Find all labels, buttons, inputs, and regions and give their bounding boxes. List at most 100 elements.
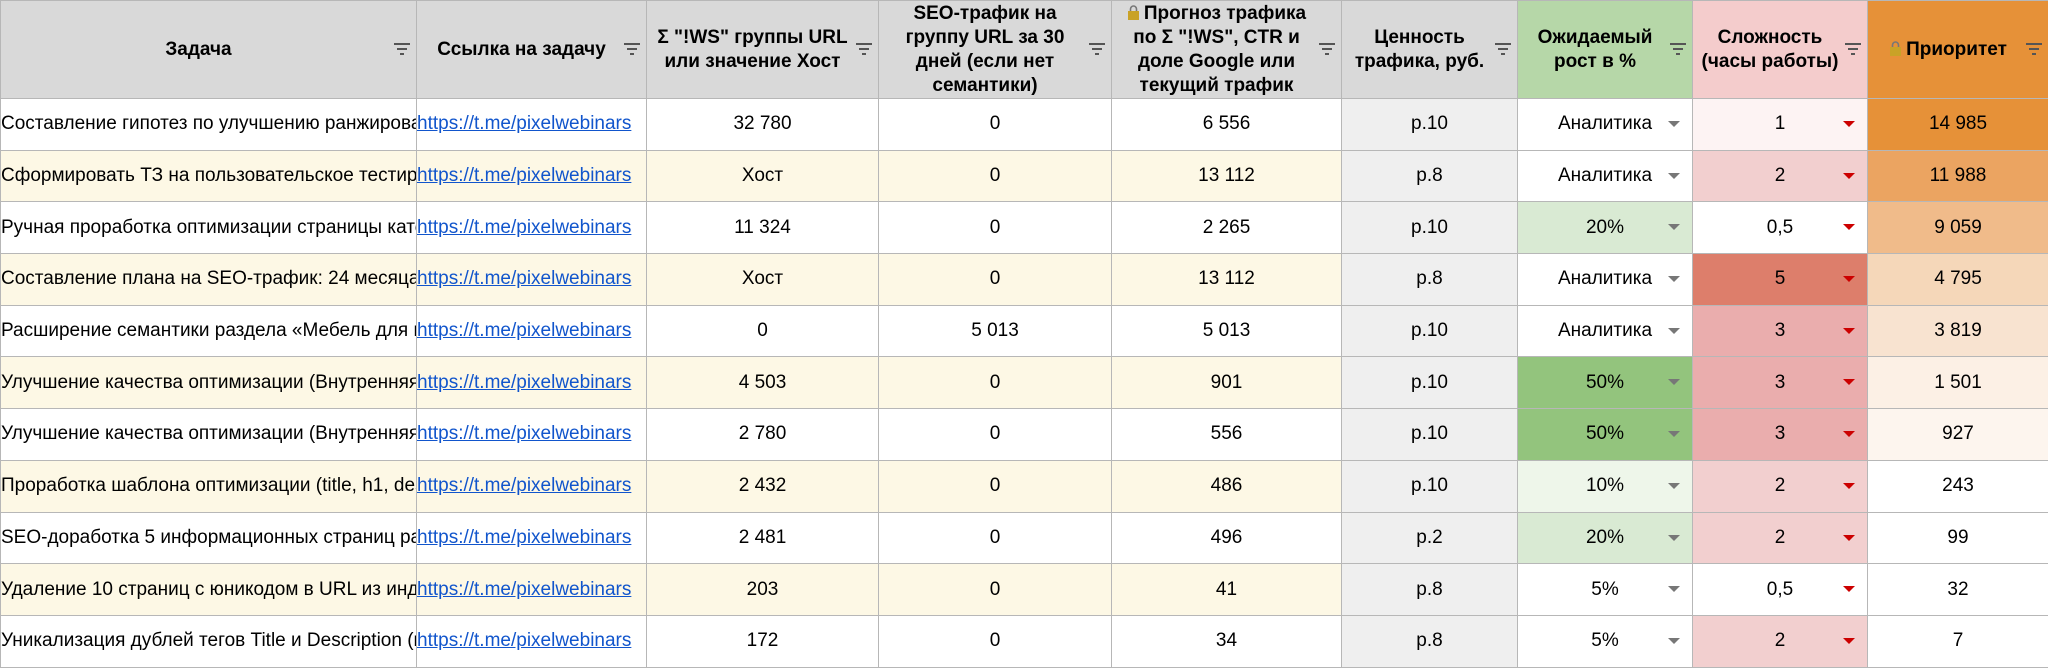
seo-traffic-cell[interactable]: 5 013 [878,304,1112,358]
link-cell[interactable]: https://t.me/pixelwebinars [416,149,647,203]
forecast-cell[interactable]: 5 013 [1111,304,1342,358]
value-cell[interactable]: р.10 [1341,356,1518,410]
seo-traffic-cell[interactable]: 0 [878,614,1112,668]
link-cell[interactable]: https://t.me/pixelwebinars [416,614,647,668]
chevron-down-icon[interactable] [1668,431,1680,438]
seo-traffic-cell[interactable]: 0 [878,459,1112,513]
chevron-down-icon[interactable] [1843,431,1855,438]
expected-dropdown[interactable]: 10% [1517,459,1693,513]
task-cell[interactable]: SEO-доработка 5 информационных страниц р… [0,511,417,565]
forecast-cell[interactable]: 486 [1111,459,1342,513]
filter-icon[interactable] [1495,43,1511,55]
chevron-down-icon[interactable] [1843,482,1855,489]
complexity-dropdown[interactable]: 3 [1692,356,1868,410]
iws-cell[interactable]: 0 [646,304,879,358]
chevron-down-icon[interactable] [1843,327,1855,334]
task-link[interactable]: https://t.me/pixelwebinars [417,165,632,187]
filter-icon[interactable] [2026,43,2042,55]
seo-traffic-cell[interactable]: 0 [878,511,1112,565]
complexity-dropdown[interactable]: 2 [1692,149,1868,203]
chevron-down-icon[interactable] [1843,121,1855,127]
complexity-dropdown[interactable]: 5 [1692,253,1868,306]
chevron-down-icon[interactable] [1668,534,1680,541]
task-cell[interactable]: Проработка шаблона оптимизации (title, h… [0,459,417,513]
chevron-down-icon[interactable] [1843,224,1855,231]
expected-dropdown[interactable]: 20% [1517,201,1693,255]
header-task[interactable]: Задача [0,0,417,99]
task-cell[interactable]: Составление плана на SEO-трафик: 24 меся… [0,253,417,306]
chevron-down-icon[interactable] [1843,276,1855,283]
expected-dropdown[interactable]: 5% [1517,614,1693,668]
iws-cell[interactable]: 4 503 [646,356,879,410]
task-cell[interactable]: Улучшение качества оптимизации (Внутренн… [0,356,417,410]
value-cell[interactable]: р.10 [1341,98,1518,151]
task-cell[interactable]: Ручная проработка оптимизации страницы к… [0,201,417,255]
header-link[interactable]: Ссылка на задачу [416,0,647,99]
header-forecast[interactable]: Прогноз трафика по Σ "!WS", CTR и доле G… [1111,0,1342,99]
iws-cell[interactable]: 11 324 [646,201,879,255]
chevron-down-icon[interactable] [1668,327,1680,334]
complexity-dropdown[interactable]: 2 [1692,459,1868,513]
task-link[interactable]: https://t.me/pixelwebinars [417,423,632,445]
expected-dropdown[interactable]: Аналитика [1517,304,1693,358]
filter-icon[interactable] [1089,43,1105,55]
seo-traffic-cell[interactable]: 0 [878,98,1112,151]
complexity-dropdown[interactable]: 0,5 [1692,563,1868,616]
filter-icon[interactable] [1319,43,1335,55]
seo-traffic-cell[interactable]: 0 [878,149,1112,203]
forecast-cell[interactable]: 496 [1111,511,1342,565]
chevron-down-icon[interactable] [1843,637,1855,644]
task-link[interactable]: https://t.me/pixelwebinars [417,475,632,497]
forecast-cell[interactable]: 901 [1111,356,1342,410]
chevron-down-icon[interactable] [1843,172,1855,179]
value-cell[interactable]: р.10 [1341,304,1518,358]
seo-traffic-cell[interactable]: 0 [878,201,1112,255]
iws-cell[interactable]: 2 780 [646,408,879,461]
chevron-down-icon[interactable] [1668,172,1680,179]
seo-traffic-cell[interactable]: 0 [878,356,1112,410]
link-cell[interactable]: https://t.me/pixelwebinars [416,201,647,255]
link-cell[interactable]: https://t.me/pixelwebinars [416,459,647,513]
chevron-down-icon[interactable] [1843,586,1855,593]
forecast-cell[interactable]: 556 [1111,408,1342,461]
value-cell[interactable]: р.8 [1341,563,1518,616]
expected-dropdown[interactable]: Аналитика [1517,149,1693,203]
complexity-dropdown[interactable]: 2 [1692,511,1868,565]
task-link[interactable]: https://t.me/pixelwebinars [417,268,632,290]
link-cell[interactable]: https://t.me/pixelwebinars [416,356,647,410]
complexity-dropdown[interactable]: 0,5 [1692,201,1868,255]
header-value[interactable]: Ценность трафика, руб. [1341,0,1518,99]
header-priority[interactable]: Приоритет [1867,0,2048,99]
filter-icon[interactable] [624,43,640,55]
value-cell[interactable]: р.10 [1341,459,1518,513]
iws-cell[interactable]: Хост [646,149,879,203]
task-cell[interactable]: Удаление 10 страниц с юникодом в URL из … [0,563,417,616]
task-link[interactable]: https://t.me/pixelwebinars [417,113,632,135]
chevron-down-icon[interactable] [1668,586,1680,593]
expected-dropdown[interactable]: 50% [1517,408,1693,461]
forecast-cell[interactable]: 13 112 [1111,253,1342,306]
task-cell[interactable]: Составление гипотез по улучшению ранжиро… [0,98,417,151]
seo-traffic-cell[interactable]: 0 [878,408,1112,461]
complexity-dropdown[interactable]: 3 [1692,304,1868,358]
task-link[interactable]: https://t.me/pixelwebinars [417,320,632,342]
header-complexity[interactable]: Сложность (часы работы) [1692,0,1868,99]
iws-cell[interactable]: Хост [646,253,879,306]
chevron-down-icon[interactable] [1668,379,1680,386]
value-cell[interactable]: р.8 [1341,149,1518,203]
task-link[interactable]: https://t.me/pixelwebinars [417,526,632,548]
task-link[interactable]: https://t.me/pixelwebinars [417,371,632,393]
complexity-dropdown[interactable]: 1 [1692,98,1868,151]
header-iws-group[interactable]: Σ "!WS" группы URL или значение Хост [646,0,879,99]
seo-traffic-cell[interactable]: 0 [878,563,1112,616]
expected-dropdown[interactable]: 50% [1517,356,1693,410]
seo-traffic-cell[interactable]: 0 [878,253,1112,306]
chevron-down-icon[interactable] [1668,482,1680,489]
chevron-down-icon[interactable] [1668,637,1680,644]
forecast-cell[interactable]: 34 [1111,614,1342,668]
filter-icon[interactable] [856,43,872,55]
value-cell[interactable]: р.8 [1341,253,1518,306]
iws-cell[interactable]: 2 481 [646,511,879,565]
filter-icon[interactable] [1670,43,1686,55]
forecast-cell[interactable]: 13 112 [1111,149,1342,203]
